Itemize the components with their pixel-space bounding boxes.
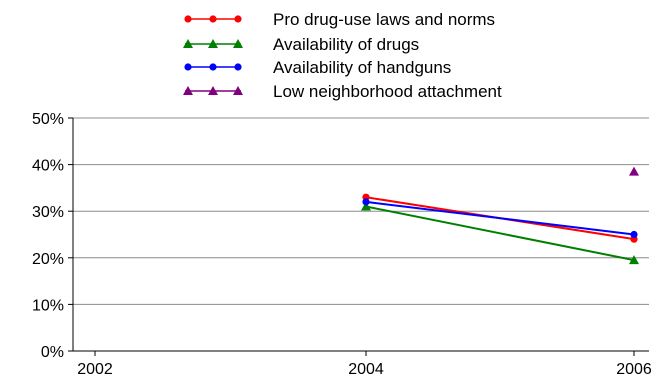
legend-marker — [183, 86, 193, 95]
legend-marker — [234, 15, 242, 23]
legend-marker — [233, 86, 243, 95]
series-4 — [629, 166, 639, 176]
legend-marker — [208, 39, 218, 48]
data-point — [361, 201, 371, 211]
legend-label: Availability of handguns — [273, 58, 451, 77]
series-3 — [362, 198, 638, 239]
x-tick-labels: 2002 2004 2006 — [77, 361, 652, 378]
series-group — [361, 166, 639, 265]
x-tick-label: 2006 — [616, 361, 652, 378]
legend-item: Low neighborhood attachment — [183, 82, 502, 101]
data-point — [629, 255, 639, 265]
series-line — [365, 205, 635, 262]
legend-marker — [234, 63, 242, 71]
y-tick-label: 20% — [32, 251, 64, 268]
legend-label: Pro drug-use laws and norms — [273, 10, 495, 29]
y-tick-label: 50% — [32, 111, 64, 128]
axes — [68, 117, 649, 356]
data-point — [630, 230, 638, 239]
series-2 — [361, 201, 639, 265]
series-line — [365, 200, 635, 236]
legend-item: Pro drug-use laws and norms — [184, 10, 495, 29]
data-point — [629, 166, 639, 176]
legend-marker — [209, 15, 217, 23]
legend-item: Availability of drugs — [183, 35, 419, 54]
legend-marker — [184, 15, 192, 23]
legend-marker — [184, 63, 192, 71]
x-tick-label: 2002 — [77, 361, 113, 378]
data-point — [362, 198, 370, 206]
legend: Pro drug-use laws and norms Availability … — [183, 10, 502, 101]
legend-marker — [209, 63, 217, 71]
y-tick-label: 40% — [32, 158, 64, 175]
y-tick-label: 10% — [32, 297, 64, 314]
y-tick-label: 0% — [41, 344, 64, 361]
gridlines — [73, 117, 649, 305]
y-tick-label: 30% — [32, 204, 64, 221]
legend-item: Availability of handguns — [184, 58, 451, 77]
legend-marker — [183, 39, 193, 48]
legend-marker — [233, 39, 243, 48]
y-tick-labels: 0% 10% 20% 30% 40% 50% — [32, 111, 64, 361]
legend-label: Low neighborhood attachment — [273, 82, 502, 101]
x-tick-label: 2004 — [348, 361, 384, 378]
legend-label: Availability of drugs — [273, 35, 419, 54]
legend-marker — [208, 86, 218, 95]
